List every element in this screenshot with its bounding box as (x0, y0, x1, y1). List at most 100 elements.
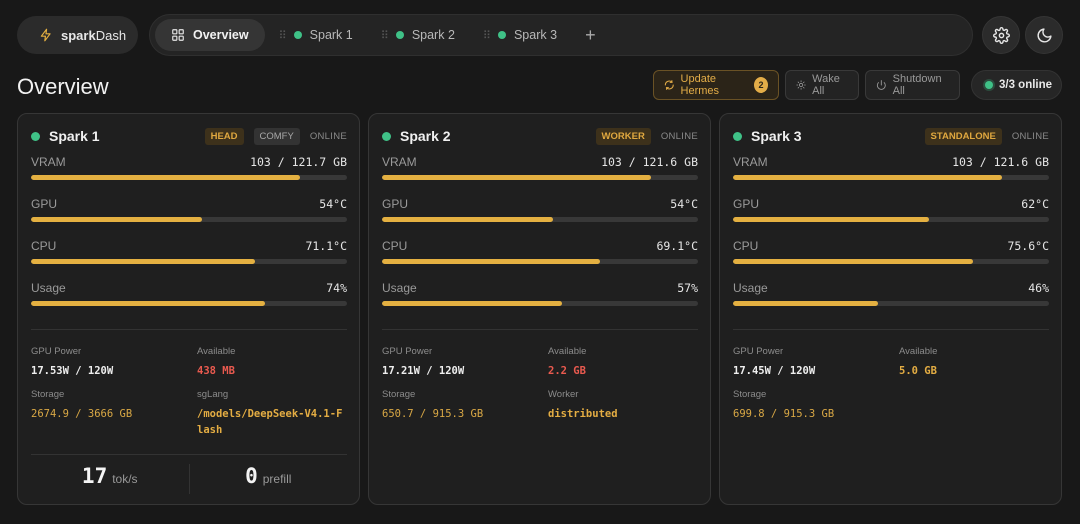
metric-label: CPU (31, 239, 57, 253)
available-stat: Available 5.0 GB (899, 346, 937, 379)
metric-value: 54°C (670, 197, 698, 211)
tab-overview[interactable]: Overview (155, 19, 265, 51)
progress-fill (31, 301, 265, 306)
metric-label: CPU (382, 239, 408, 253)
stat-label: Storage (733, 389, 767, 400)
metric-value: 103 / 121.6 GB (601, 155, 698, 169)
online-count: 3/3 online (999, 79, 1053, 91)
progress-bar (382, 301, 698, 306)
divider (31, 329, 347, 330)
online-dot-icon (985, 81, 993, 89)
vram-metric: VRAM 103 / 121.6 GB (382, 155, 698, 180)
progress-bar (382, 217, 698, 222)
progress-bar (31, 301, 347, 306)
tab-spark-1[interactable]: ⠿ Spark 1 (265, 19, 367, 51)
online-dot-icon (733, 131, 742, 141)
drag-handle-icon[interactable]: ⠿ (482, 29, 491, 42)
gpu-power-stat: GPU Power 17.53W / 120W (31, 346, 113, 379)
metric-value: 57% (677, 281, 698, 295)
progress-bar (382, 259, 698, 264)
usage-metric: Usage 46% (733, 281, 1049, 306)
progress-fill (31, 259, 256, 264)
usage-metric: Usage 74% (31, 281, 347, 306)
metric-value: 46% (1028, 281, 1049, 295)
progress-fill (733, 175, 1002, 180)
online-dot-icon (395, 31, 404, 39)
page-title: Overview (17, 74, 109, 99)
node-name: Spark 2 (400, 128, 451, 144)
throughput-footer: 17 tok/s 0 prefill (31, 464, 347, 494)
role-badge-standalone: STANDALONE (924, 127, 1002, 145)
progress-bar (31, 175, 347, 180)
metric-value: 74% (326, 281, 347, 295)
role-badge-comfy: COMFY (253, 127, 300, 145)
prefill-value: 0 (245, 464, 258, 488)
cpu-metric: CPU 69.1°C (382, 239, 698, 264)
wake-all-button[interactable]: Wake All (785, 70, 859, 100)
progress-bar (31, 217, 347, 222)
node-card-spark-3[interactable]: Spark 3 STANDALONE ONLINE VRAM 103 / 121.… (719, 113, 1062, 505)
storage-stat: Storage 2674.9 / 3666 GB (31, 389, 132, 422)
update-hermes-label: Update Hermes (680, 73, 720, 97)
theme-toggle-button[interactable] (1025, 16, 1063, 54)
stat-label: GPU Power (733, 346, 784, 357)
stat-value: 2674.9 / 3666 GB (31, 408, 133, 420)
stat-label: Available (548, 346, 587, 357)
tab-spark-3[interactable]: ⠿ Spark 3 (469, 19, 571, 51)
gear-icon (992, 26, 1010, 44)
drag-handle-icon[interactable]: ⠿ (380, 29, 389, 42)
progress-bar (733, 175, 1049, 180)
shutdown-all-button[interactable]: Shutdown All (865, 70, 960, 100)
lightning-icon (40, 28, 51, 42)
metric-label: VRAM (733, 155, 768, 169)
storage-stat: Storage 650.7 / 915.3 GB (382, 389, 483, 422)
progress-fill (733, 259, 974, 264)
stat-label: Available (899, 346, 938, 357)
metric-label: GPU (382, 197, 409, 211)
metric-value: 62°C (1021, 197, 1049, 211)
usage-metric: Usage 57% (382, 281, 698, 306)
add-tab-button[interactable]: + (585, 24, 596, 45)
metric-value: 54°C (319, 197, 347, 211)
brand-name-bold: spark (61, 27, 96, 43)
tab-spark-2[interactable]: ⠿ Spark 2 (367, 19, 469, 51)
model-path: /models/DeepSeek-V4.1-Flash (197, 408, 343, 436)
stat-label: sgLang (197, 389, 229, 400)
vram-metric: VRAM 103 / 121.6 GB (733, 155, 1049, 180)
brand-logo[interactable]: sparkDash (17, 16, 138, 54)
gpu-metric: GPU 54°C (31, 197, 347, 222)
metric-label: Usage (733, 281, 768, 295)
progress-fill (382, 259, 601, 264)
stat-value: 2.2 GB (548, 365, 586, 377)
node-status: ONLINE (309, 130, 347, 142)
stat-value: 699.8 / 915.3 GB (733, 408, 835, 420)
node-status: ONLINE (1011, 130, 1049, 142)
divider (31, 454, 347, 455)
node-card-spark-1[interactable]: Spark 1 HEAD COMFY ONLINE VRAM 103 / 121.… (17, 113, 360, 505)
progress-fill (31, 175, 300, 180)
metric-label: GPU (733, 197, 760, 211)
update-hermes-button[interactable]: Update Hermes 2 (653, 70, 779, 100)
worker-stat: Worker distributed (548, 389, 618, 422)
stat-value: 17.45W / 120W (733, 365, 816, 377)
tab-label: Spark 2 (411, 28, 455, 42)
update-count-badge: 2 (754, 77, 769, 93)
stat-value: 438 MB (197, 365, 235, 377)
grid-icon (172, 29, 184, 41)
online-dot-icon (293, 31, 302, 39)
stat-label: GPU Power (382, 346, 433, 357)
drag-handle-icon[interactable]: ⠿ (278, 29, 287, 42)
wake-all-label: Wake All (812, 73, 840, 97)
node-card-spark-2[interactable]: Spark 2 WORKER ONLINE VRAM 103 / 121.6 GB… (368, 113, 711, 505)
settings-button[interactable] (982, 16, 1020, 54)
cpu-metric: CPU 71.1°C (31, 239, 347, 264)
online-dot-icon (31, 131, 40, 141)
power-icon (876, 80, 886, 90)
progress-bar (733, 301, 1049, 306)
node-name: Spark 1 (49, 128, 100, 144)
progress-fill (733, 217, 929, 222)
storage-stat: Storage 699.8 / 915.3 GB (733, 389, 834, 422)
tab-label: Spark 3 (513, 28, 558, 42)
metric-value: 103 / 121.6 GB (952, 155, 1049, 169)
refresh-icon (664, 80, 674, 90)
